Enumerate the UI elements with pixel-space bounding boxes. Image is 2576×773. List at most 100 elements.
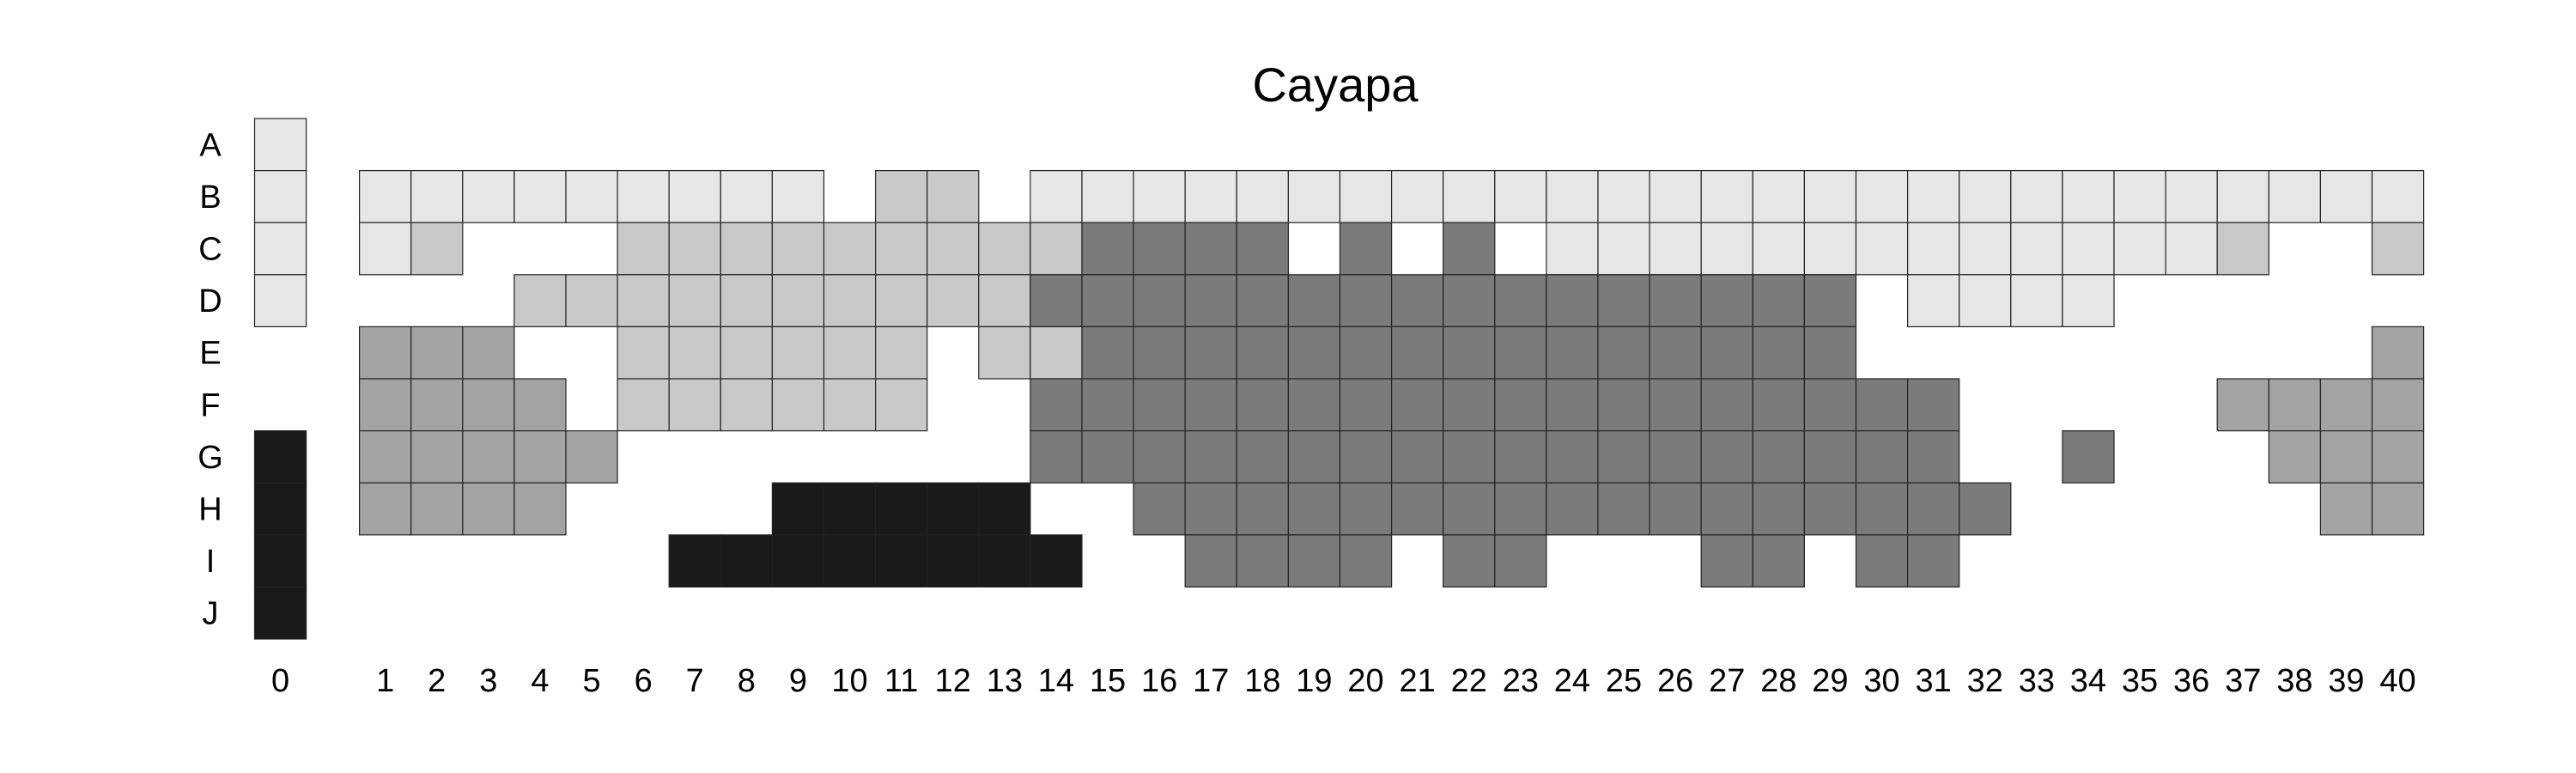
row-label-F: F: [200, 387, 220, 423]
cell-D-25: [1597, 274, 1650, 327]
cell-C-17: [1184, 222, 1237, 276]
column-label-5: 5: [582, 663, 600, 699]
cell-G-4: [513, 430, 567, 484]
cell-G-39: [2319, 430, 2373, 484]
cell-F-27: [1700, 378, 1753, 432]
heatmap-cells: [253, 118, 2425, 640]
cell-C-37: [2216, 222, 2269, 276]
cell-B-34: [2062, 170, 2115, 223]
row-label-H: H: [198, 492, 222, 528]
cell-H-31: [1907, 482, 1960, 536]
cell-F-9: [771, 378, 825, 432]
cell-E-8: [720, 326, 773, 380]
cell-H-30: [1855, 482, 1909, 536]
column-label-23: 23: [1503, 663, 1539, 699]
cell-F-29: [1803, 378, 1857, 432]
cell-C-28: [1752, 222, 1806, 276]
cell-E-25: [1597, 326, 1650, 380]
cell-D-18: [1236, 274, 1290, 327]
cell-E-17: [1184, 326, 1237, 380]
row-label-D: D: [198, 283, 222, 320]
cell-D-29: [1803, 274, 1857, 327]
cell-C-25: [1597, 222, 1650, 276]
cell-D-15: [1081, 274, 1134, 327]
cell-G-34: [2062, 430, 2115, 484]
cell-D-17: [1184, 274, 1237, 327]
cell-D-27: [1700, 274, 1753, 327]
cell-C-24: [1546, 222, 1599, 276]
cell-F-19: [1287, 378, 1341, 432]
cell-G-30: [1855, 430, 1909, 484]
cell-C-9: [771, 222, 825, 276]
cell-H-11: [874, 482, 928, 536]
cell-F-14: [1030, 378, 1083, 432]
cell-G-26: [1649, 430, 1702, 484]
row-label-G: G: [197, 440, 223, 476]
cell-H-20: [1339, 482, 1393, 536]
cell-C-33: [2010, 222, 2063, 276]
cell-E-23: [1494, 326, 1547, 380]
cell-F-37: [2216, 378, 2269, 432]
cell-H-2: [410, 482, 464, 536]
cell-G-29: [1803, 430, 1857, 484]
cell-B-36: [2165, 170, 2218, 223]
cell-H-39: [2319, 482, 2373, 536]
cell-G-24: [1546, 430, 1599, 484]
cell-B-24: [1546, 170, 1599, 223]
cell-B-15: [1081, 170, 1134, 223]
cell-D-22: [1443, 274, 1496, 327]
cell-G-3: [462, 430, 515, 484]
cell-D-4: [513, 274, 567, 327]
cell-G-25: [1597, 430, 1650, 484]
column-label-0: 0: [271, 663, 289, 699]
column-label-35: 35: [2122, 663, 2158, 699]
column-label-16: 16: [1141, 663, 1177, 699]
cell-E-3: [462, 326, 515, 380]
cell-F-20: [1339, 378, 1393, 432]
cell-G-40: [2371, 430, 2425, 484]
chart-title: Cayapa: [1252, 58, 1419, 112]
cell-F-28: [1752, 378, 1806, 432]
cell-C-36: [2165, 222, 2218, 276]
cell-I-31: [1907, 534, 1960, 587]
column-label-12: 12: [935, 663, 971, 699]
column-label-8: 8: [738, 663, 756, 699]
cell-F-21: [1390, 378, 1444, 432]
cell-B-21: [1390, 170, 1444, 223]
cell-I-27: [1700, 534, 1753, 587]
cell-D-20: [1339, 274, 1393, 327]
column-label-30: 30: [1863, 663, 1899, 699]
cell-E-1: [359, 326, 412, 380]
cell-I-14: [1030, 534, 1083, 587]
cell-F-2: [410, 378, 464, 432]
cell-E-24: [1546, 326, 1599, 380]
cell-C-0: [253, 222, 307, 276]
cell-B-18: [1236, 170, 1290, 223]
cell-E-15: [1081, 326, 1134, 380]
cell-B-22: [1443, 170, 1496, 223]
cell-I-9: [771, 534, 825, 587]
cell-I-17: [1184, 534, 1237, 587]
cell-I-20: [1339, 534, 1393, 587]
column-label-31: 31: [1916, 663, 1952, 699]
cell-D-33: [2010, 274, 2063, 327]
cell-B-33: [2010, 170, 2063, 223]
cell-C-27: [1700, 222, 1753, 276]
cell-E-27: [1700, 326, 1753, 380]
cell-C-8: [720, 222, 773, 276]
cell-B-16: [1133, 170, 1186, 223]
cell-I-7: [668, 534, 721, 587]
cell-F-22: [1443, 378, 1496, 432]
cell-E-20: [1339, 326, 1393, 380]
cell-H-24: [1546, 482, 1599, 536]
column-label-17: 17: [1193, 663, 1229, 699]
cell-E-16: [1133, 326, 1186, 380]
cell-D-6: [617, 274, 670, 327]
cell-I-8: [720, 534, 773, 587]
cell-B-1: [359, 170, 412, 223]
cell-G-16: [1133, 430, 1186, 484]
column-label-22: 22: [1451, 663, 1487, 699]
cell-D-24: [1546, 274, 1599, 327]
cell-B-35: [2113, 170, 2166, 223]
cell-F-17: [1184, 378, 1237, 432]
